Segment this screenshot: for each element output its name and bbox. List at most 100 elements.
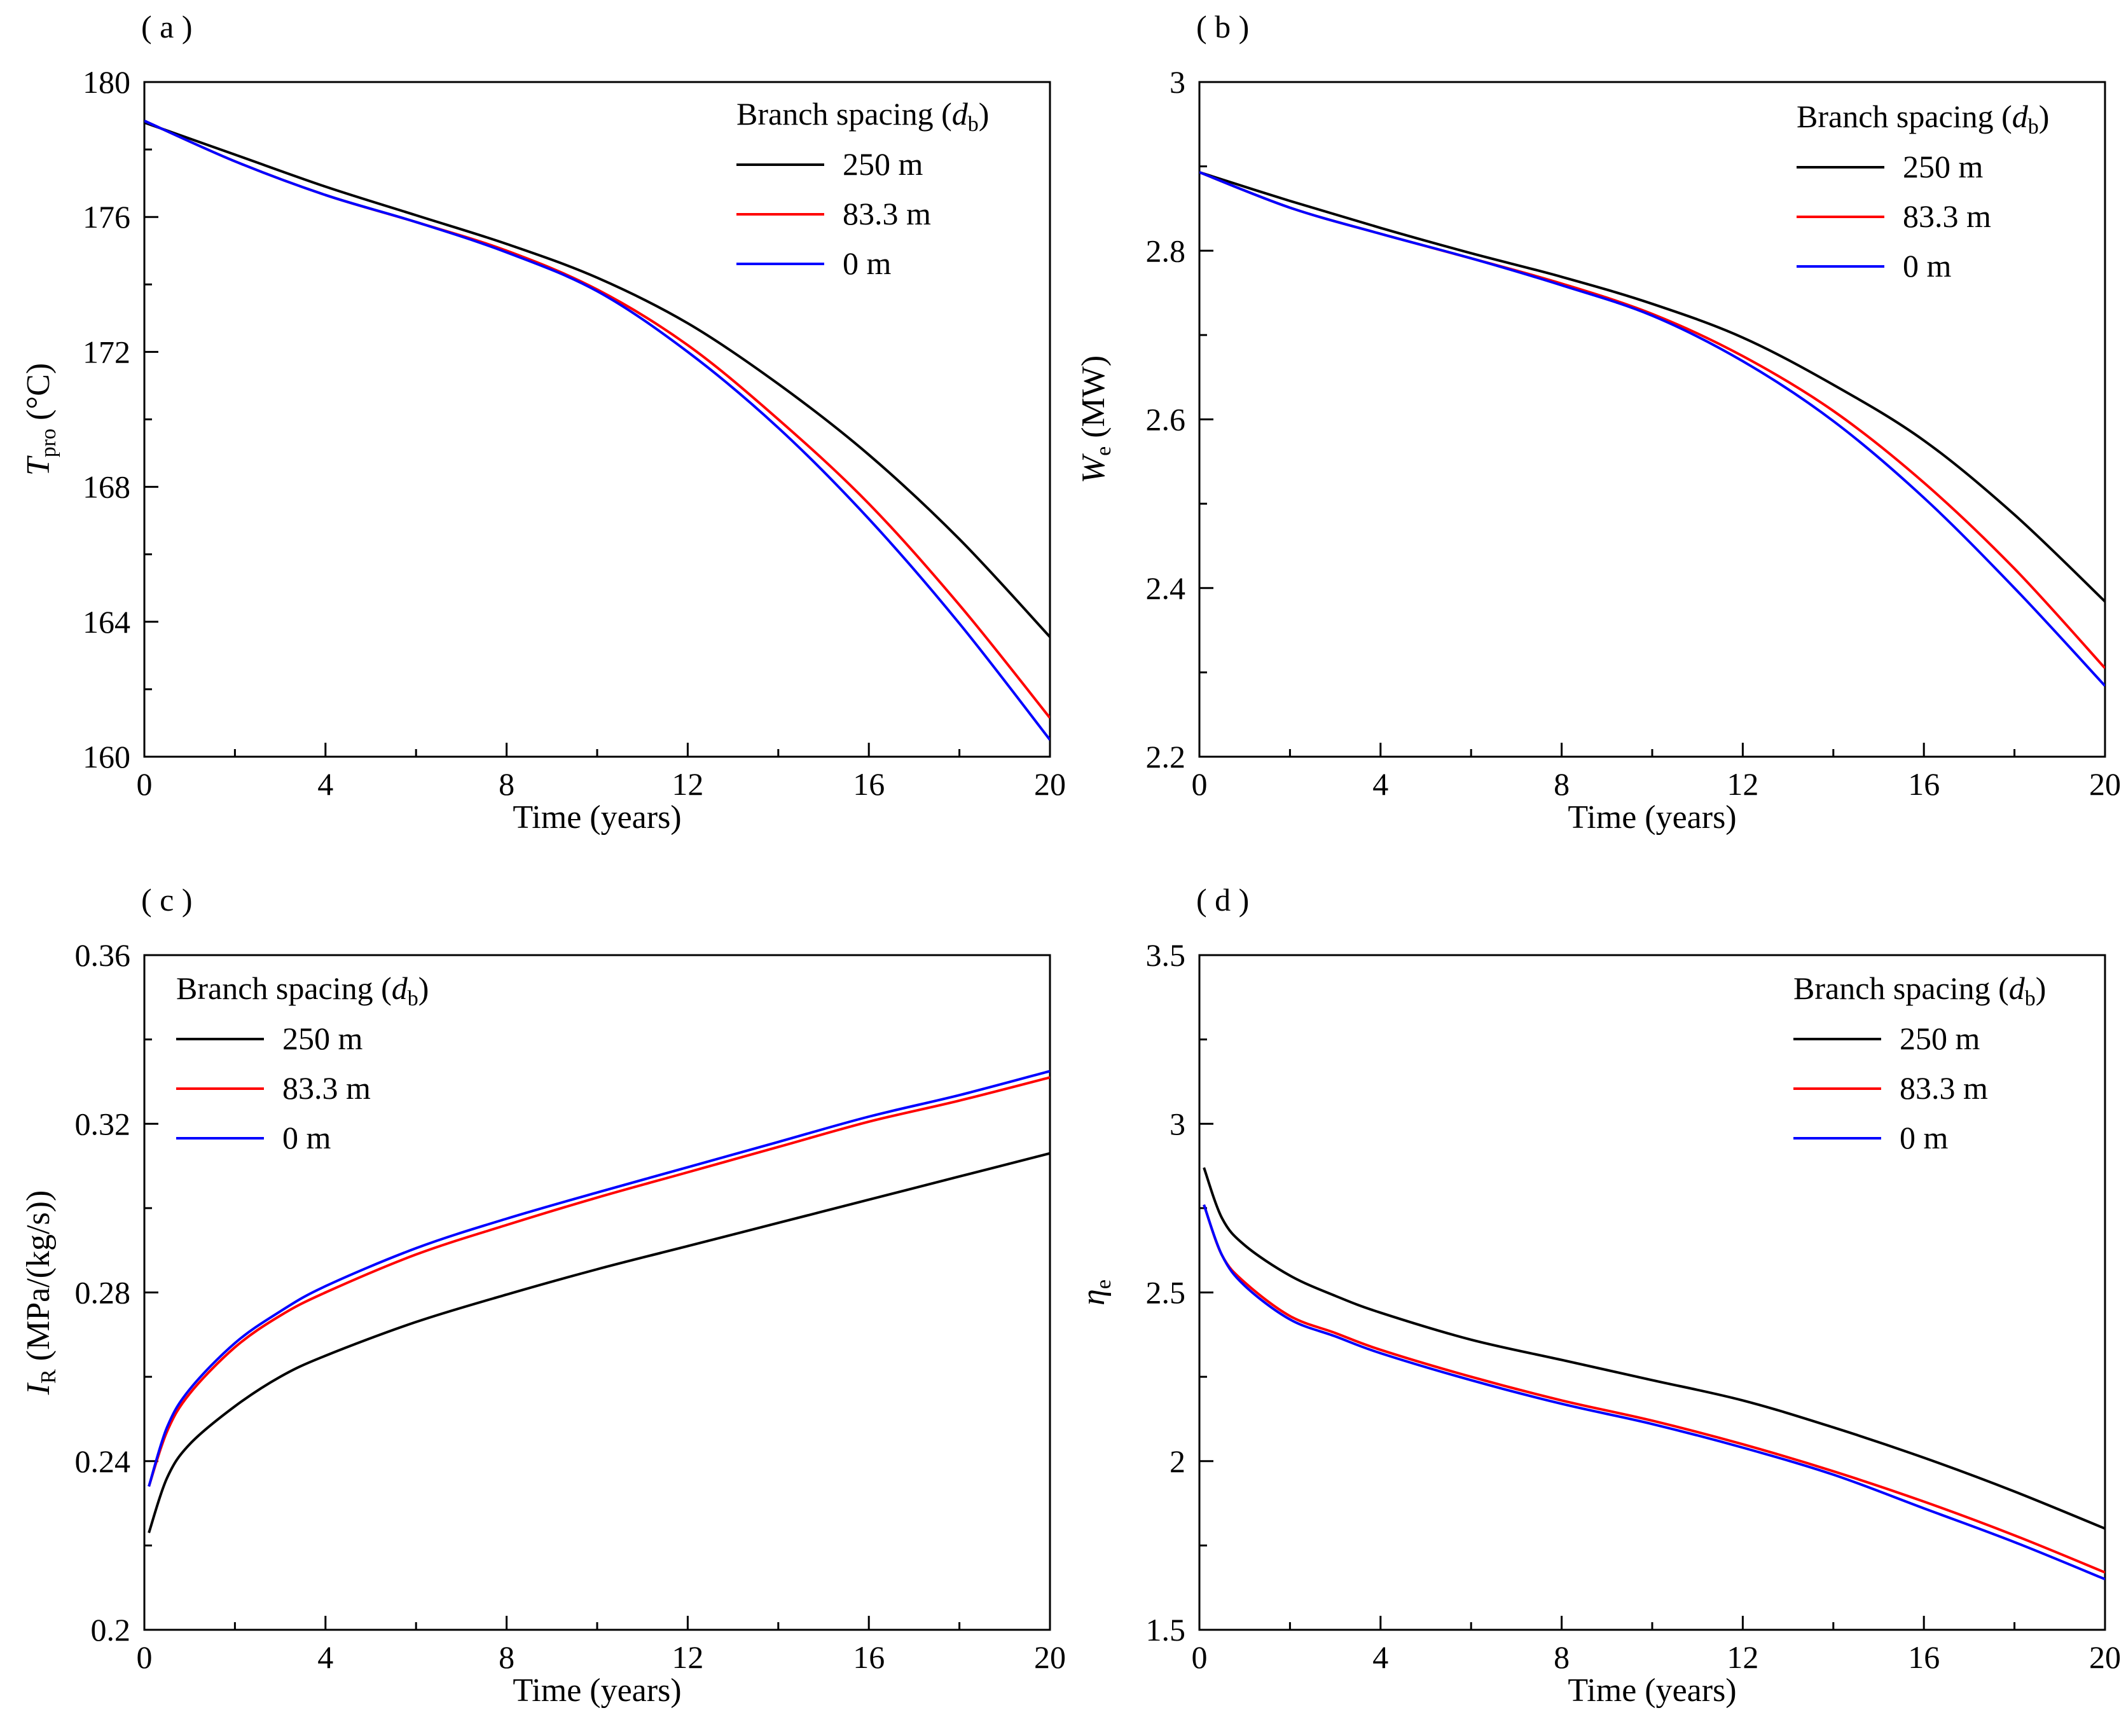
x-tick-label: 0 xyxy=(137,1639,153,1675)
x-tick-label: 20 xyxy=(1034,1639,1066,1675)
legend-title-text: Branch spacing ( xyxy=(1793,970,2009,1006)
legend-title-var: d xyxy=(2009,970,2026,1006)
x-tick-label: 20 xyxy=(2089,1639,2121,1675)
legend-label: 0 m xyxy=(1903,248,1952,284)
legend-label: 250 m xyxy=(1903,149,1984,184)
y-tick-label: 0.24 xyxy=(75,1443,131,1479)
series-line-0-m xyxy=(1199,171,2105,687)
y-tick-label: 2.2 xyxy=(1146,739,1186,775)
x-tick-label: 4 xyxy=(317,1639,333,1675)
y-tick-label: 0.2 xyxy=(91,1612,131,1648)
legend-label: 0 m xyxy=(282,1120,331,1155)
y-axis-subscript: e xyxy=(1092,1279,1115,1289)
panel-a: ( a ) 0 4 8 12 16 20 160 164 168 172 176 180 Time (ye… xyxy=(20,9,1066,836)
y-axis-title: Tpro (°C) xyxy=(20,363,60,476)
y-axis-symbol: I xyxy=(20,1382,57,1395)
legend-label: 250 m xyxy=(843,146,923,182)
legend-title-text: Branch spacing ( xyxy=(736,96,952,132)
y-tick-label: 2.6 xyxy=(1146,402,1186,437)
y-tick-label: 1.5 xyxy=(1146,1612,1186,1648)
legend-title-close: ) xyxy=(979,96,990,132)
series-line-83-3-m xyxy=(1199,171,2105,670)
legend: Branch spacing (db) 250 m 83.3 m 0 m xyxy=(1797,99,2049,284)
y-axis-unit: (°C) xyxy=(20,363,57,429)
x-axis-title: Time (years) xyxy=(513,799,681,836)
panel-c: ( c ) 0 4 8 12 16 20 0.2 0.24 0.28 0.32 0.36 Time (y… xyxy=(20,882,1066,1709)
y-tick-label: 168 xyxy=(83,469,130,505)
panel-d: ( d ) 0 4 8 12 16 20 1.5 2 2.5 3 3.5 Time (years) ηe B… xyxy=(1075,882,2121,1709)
x-tick-label: 8 xyxy=(1554,1639,1570,1675)
x-tick-label: 12 xyxy=(1727,766,1758,802)
x-tick-label: 12 xyxy=(1727,1639,1758,1675)
x-tick-label: 8 xyxy=(1554,766,1570,802)
x-tick-label: 0 xyxy=(1192,766,1208,802)
series-line-250-m xyxy=(148,1152,1050,1534)
y-tick-label: 160 xyxy=(83,739,130,775)
series-line-0-m xyxy=(144,120,1050,741)
x-axis-title: Time (years) xyxy=(1568,799,1736,836)
legend-label: 250 m xyxy=(1900,1021,1980,1056)
plot-frame xyxy=(143,81,1051,758)
x-tick-label: 20 xyxy=(1034,766,1066,802)
series-line-83-3-m xyxy=(148,1076,1050,1487)
x-tick-label: 4 xyxy=(1372,1639,1388,1675)
y-axis-title: We (MW) xyxy=(1075,355,1115,483)
y-tick-label: 0.28 xyxy=(75,1275,131,1311)
y-axis-unit: (MPa/(kg/s)) xyxy=(20,1190,57,1370)
legend: Branch spacing (db) 250 m 83.3 m 0 m xyxy=(736,96,989,281)
x-tick-label: 16 xyxy=(1908,766,1940,802)
x-tick-label: 16 xyxy=(1908,1639,1940,1675)
y-axis-title: ηe xyxy=(1075,1279,1115,1305)
legend-title-sub: b xyxy=(2025,987,2036,1010)
plot-frame xyxy=(1198,954,2106,1631)
y-tick-label: 2.4 xyxy=(1146,570,1186,606)
y-tick-label: 0.32 xyxy=(75,1106,131,1141)
series-line-0-m xyxy=(148,1070,1050,1487)
x-tick-label: 12 xyxy=(672,1639,703,1675)
legend-title-close: ) xyxy=(2036,970,2047,1006)
y-axis-subscript: e xyxy=(1092,446,1115,456)
legend-label: 83.3 m xyxy=(843,196,931,231)
legend-label: 250 m xyxy=(282,1021,363,1056)
y-tick-label: 2.5 xyxy=(1146,1275,1186,1311)
y-tick-label: 3 xyxy=(1170,64,1185,100)
legend-title-close: ) xyxy=(418,970,429,1006)
legend-label: 0 m xyxy=(843,245,892,281)
y-axis-title: IR (MPa/(kg/s)) xyxy=(20,1190,60,1396)
x-tick-label: 0 xyxy=(137,766,153,802)
legend-title-var: d xyxy=(952,96,969,132)
series-line-0-m xyxy=(1203,1204,2105,1581)
legend-title-var: d xyxy=(2012,99,2029,134)
y-axis-symbol: T xyxy=(20,455,57,476)
y-axis-subscript: pro xyxy=(37,429,60,457)
series-line-250-m xyxy=(1199,170,2105,603)
legend-title-var: d xyxy=(392,970,408,1006)
legend-title: Branch spacing (db) xyxy=(176,970,429,1010)
y-tick-label: 172 xyxy=(83,334,130,369)
panel-label: ( d ) xyxy=(1196,882,1249,918)
x-tick-label: 8 xyxy=(499,1639,514,1675)
x-tick-label: 4 xyxy=(1372,766,1388,802)
y-axis-subscript: R xyxy=(37,1369,60,1384)
legend-title: Branch spacing (db) xyxy=(1797,99,2049,139)
y-axis-symbol: W xyxy=(1075,453,1112,483)
panel-label: ( c ) xyxy=(141,882,193,918)
series-line-250-m xyxy=(144,121,1050,638)
legend-title-text: Branch spacing ( xyxy=(176,970,392,1006)
plot-frame xyxy=(143,954,1051,1631)
y-tick-label: 180 xyxy=(83,64,130,100)
legend-title-sub: b xyxy=(408,987,418,1010)
panel-b: ( b ) 0 4 8 12 16 20 2.2 2.4 2.6 2.8 3 Time (years) W… xyxy=(1075,9,2121,836)
y-tick-label: 164 xyxy=(83,604,130,640)
legend-title: Branch spacing (db) xyxy=(1793,970,2046,1010)
x-axis-title: Time (years) xyxy=(513,1672,681,1709)
legend-title-sub: b xyxy=(968,113,979,136)
series-line-83-3-m xyxy=(1203,1204,2105,1574)
x-tick-label: 12 xyxy=(672,766,703,802)
x-axis-title: Time (years) xyxy=(1568,1672,1736,1709)
x-tick-label: 20 xyxy=(2089,766,2121,802)
x-tick-label: 4 xyxy=(317,766,333,802)
y-tick-label: 3.5 xyxy=(1146,937,1186,973)
y-axis-symbol: η xyxy=(1075,1289,1112,1305)
